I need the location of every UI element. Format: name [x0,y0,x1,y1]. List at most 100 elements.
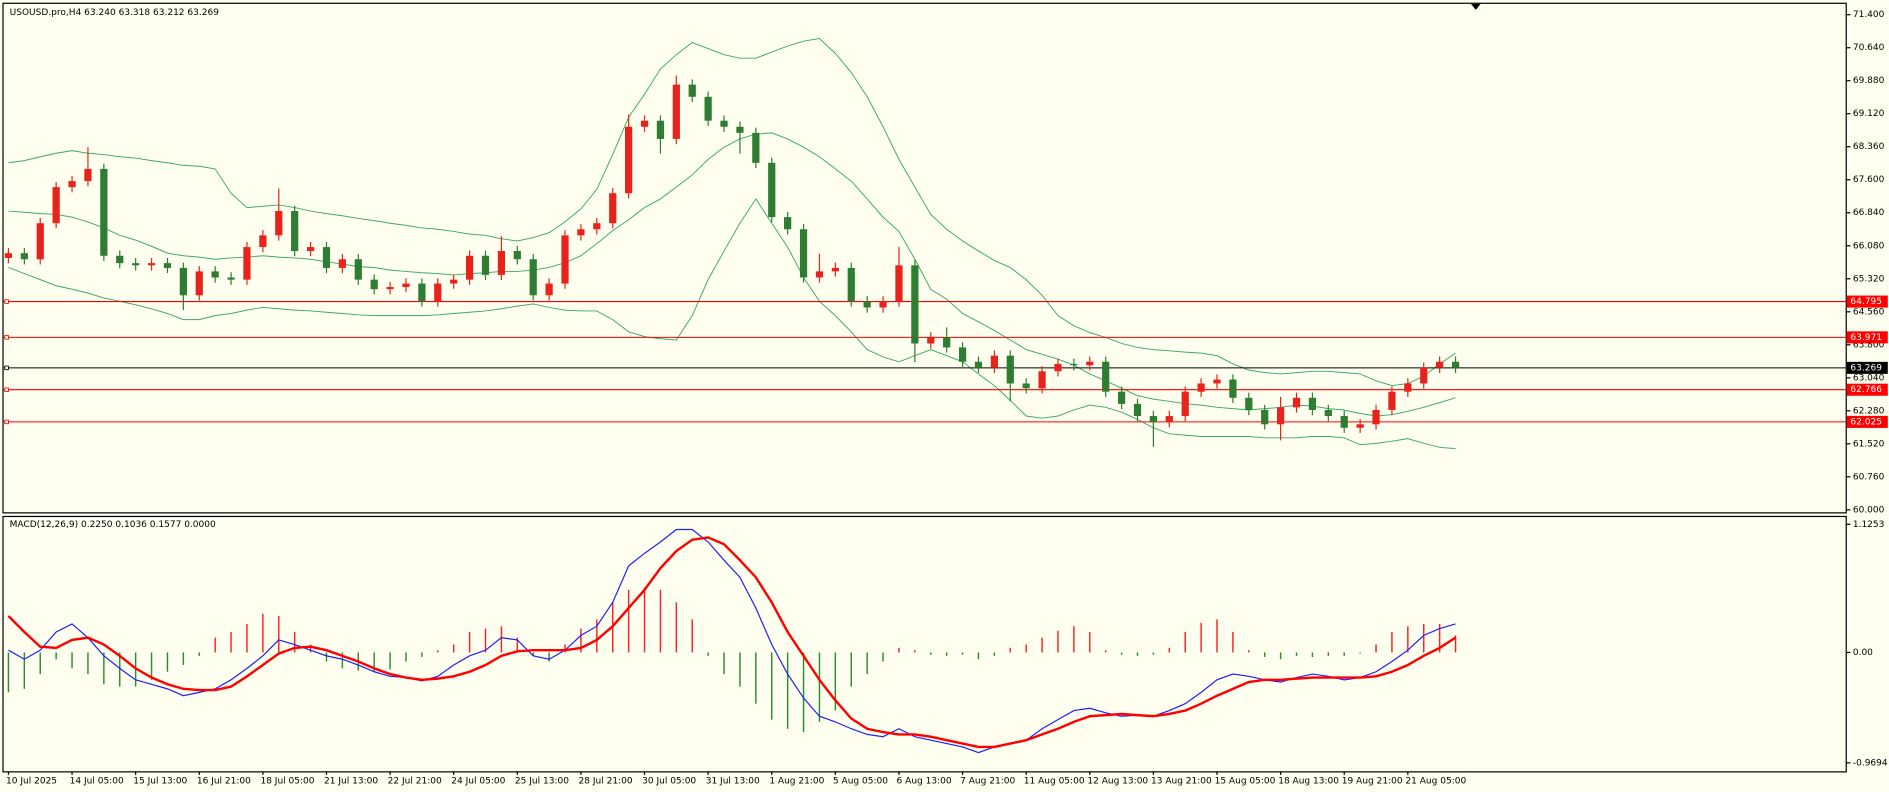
candle-body [577,229,585,236]
candle-body [863,301,871,308]
x-tick-label: 13 Aug 21:00 [1151,776,1212,786]
candle-body [179,267,187,296]
candle-body [36,223,44,260]
y-tick-label: 69.120 [1853,109,1885,119]
candle-body [768,162,776,218]
candle-body [990,355,998,368]
x-tick-label: 21 Jul 13:00 [324,776,378,786]
candle-body [513,250,521,260]
x-tick-label: 10 Jul 2025 [6,776,57,786]
level-label: 64.795 [1850,297,1882,307]
level-label: 63.269 [1850,363,1882,373]
x-tick-label: 15 Jul 13:00 [133,776,187,786]
y-tick-label: 1.1253 [1853,520,1885,530]
level-label-box [1846,383,1888,396]
candle-body [1420,367,1428,384]
candle-body [1006,355,1014,384]
candle-body [943,337,951,348]
y-tick-label: 71.400 [1853,10,1885,20]
level-handle [4,299,9,304]
candle-body [609,193,617,224]
x-tick-label: 22 Jul 21:00 [388,776,442,786]
candle-body [243,247,251,280]
candle-body [1117,391,1126,404]
candle-body [1038,371,1046,389]
chart-title: USOUSD.pro,H4 63.240 63.318 63.212 63.26… [10,8,220,18]
candle-body [434,283,442,302]
y-tick-label: 65.320 [1853,274,1885,284]
candle-body [656,120,665,139]
candle-body [1133,403,1142,417]
candle-body [529,259,537,296]
candle-body [52,187,60,224]
x-tick-label: 25 Jul 13:00 [515,776,569,786]
candle-body [1436,361,1444,368]
candle-body [1356,424,1364,428]
candle-body [497,250,506,275]
candle-body [1229,379,1237,398]
y-tick-label: 66.840 [1853,208,1885,218]
candle-body [640,120,649,127]
candle-body [100,168,108,256]
y-tick-label: 63.800 [1853,340,1885,350]
candle-body [132,263,140,266]
candle-body [1086,361,1094,366]
y-tick-label: 60.760 [1853,472,1885,482]
level-handle [4,365,9,371]
x-tick-label: 15 Aug 05:00 [1215,776,1276,786]
candle-body [974,361,983,368]
candle-body [20,253,28,260]
x-tick-label: 18 Jul 05:00 [260,776,314,786]
level-handle [4,335,9,340]
candle-body [545,283,553,296]
candle-body [958,347,967,362]
candle-body [163,263,172,268]
candle-body [1292,397,1301,408]
macd-line [7,536,1457,749]
candle-body [847,267,855,302]
level-handle [4,387,9,392]
y-tick-label: 0.00 [1853,648,1873,658]
candle-body [593,223,601,230]
candle-body [4,253,13,258]
candle-body [799,229,808,278]
candle-body [338,259,346,268]
bollinger-band [8,198,1456,450]
y-tick-label: 62.280 [1853,406,1885,416]
candle-body [688,84,696,97]
candle-body [370,279,378,290]
y-tick-label: 69.880 [1853,76,1885,86]
level-label: 62.766 [1850,385,1882,395]
candle-body [402,283,410,288]
level-label-box [1846,361,1888,374]
candle-body [625,126,633,194]
candle-body [1308,397,1317,410]
x-tick-label: 28 Jul 21:00 [579,776,633,786]
candle-body [1261,409,1269,425]
x-tick-label: 30 Jul 05:00 [642,776,696,786]
candle-body [481,255,490,275]
x-tick-label: 7 Aug 21:00 [960,776,1015,786]
x-tick-label: 31 Jul 13:00 [706,776,760,786]
candle-body [672,84,680,139]
candle-body [195,271,203,296]
candle-body [1165,416,1173,423]
candle-body [306,247,315,251]
candle-body [1149,416,1158,423]
candle-body [927,337,935,344]
candle-body [736,126,744,133]
candle-body [911,265,919,344]
x-tick-label: 24 Jul 05:00 [451,776,505,786]
bollinger-band [8,38,1456,387]
macd-line [8,528,1456,754]
candle-body [1388,391,1396,410]
candle-body [1213,379,1221,384]
x-tick-label: 16 Jul 21:00 [197,776,251,786]
candle-body [1372,409,1380,425]
level-label: 62.025 [1850,417,1882,427]
x-tick-label: 14 Jul 05:00 [70,776,124,786]
candle-body [720,120,728,127]
level-handle [4,419,9,425]
main-frame [2,2,1847,514]
